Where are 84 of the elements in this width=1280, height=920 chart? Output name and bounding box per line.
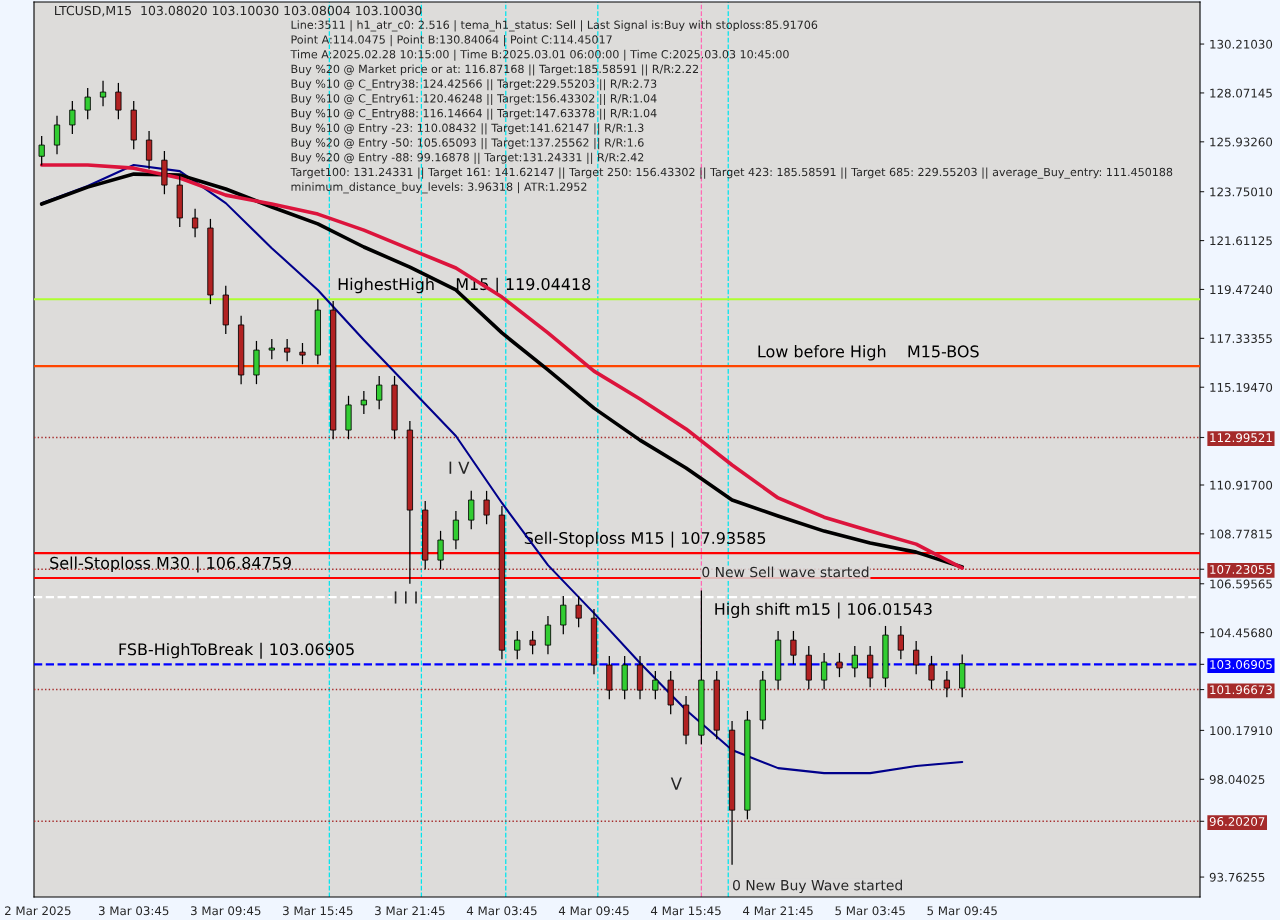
y-tick-label: 125.93260 [1210, 137, 1273, 147]
candlestick [928, 655, 935, 690]
x-tick-label: 5 Mar 03:45 [835, 906, 905, 916]
y-tick-label: 121.61125 [1210, 236, 1272, 246]
x-tick-label: 4 Mar 15:45 [650, 906, 721, 916]
ref-line-label: FSB-HighToBreak | 103.06905 [119, 642, 354, 659]
x-tick-label: 2 Mar 2025 [5, 906, 71, 916]
x-tick-label: 5 Mar 09:45 [927, 906, 997, 916]
y-tick-label: 96.20207 [1209, 817, 1265, 826]
candlestick [299, 342, 306, 365]
annotation: Buy %10 @ C_Entry61: 120.46248 || Target:156.43302 || R/R:1.04 [291, 93, 657, 106]
candlestick [821, 652, 828, 690]
candlestick [53, 115, 61, 155]
y-tick-label: 93.76255 [1209, 872, 1265, 882]
ref-line-label: Low before High M15-BOS [758, 345, 979, 361]
candlestick [468, 490, 475, 530]
candlestick [544, 615, 552, 655]
x-tick-label: 4 Mar 21:45 [743, 906, 813, 916]
candlestick [376, 375, 383, 410]
candlestick [145, 130, 153, 170]
y-tick-label: 106.59565 [1210, 579, 1272, 589]
candlestick [560, 595, 567, 635]
candlestick [284, 338, 291, 362]
y-tick-label: 100.17910 [1210, 726, 1273, 736]
ref-line-label: High shift m15 | 106.01543 [715, 602, 932, 619]
annotation: 0 New Buy Wave started [732, 879, 902, 894]
candlestick [514, 630, 521, 660]
y-tick-label: 107.23055 [1210, 564, 1272, 574]
candlestick [790, 630, 797, 665]
y-tick-label: 117.33355 [1210, 334, 1272, 343]
candlestick [652, 670, 659, 700]
annotation: I I I [394, 591, 417, 604]
x-tick-label: 4 Mar 09:45 [558, 906, 629, 916]
annotation: Buy %20 @ Market price or at: 116.87168 || Target:185.58591 || R/R:2.22 [291, 64, 699, 76]
candlestick [452, 510, 460, 550]
candlestick [851, 645, 858, 678]
candlestick [483, 490, 490, 525]
candlestick [84, 87, 91, 120]
annotation: Buy %10 @ C_Entry88: 116.14664 || Target:147.63378 || R/R:1.04 [291, 108, 657, 120]
y-tick-label: 119.47240 [1210, 285, 1273, 295]
candlestick [529, 630, 536, 655]
annotation: Buy %20 @ Entry -50: 105.65093 || Target:137.25562 || R/R:1.6 [291, 138, 644, 150]
x-tick-label: 4 Mar 03:45 [466, 906, 537, 916]
candlestick [575, 595, 582, 628]
candlestick [360, 390, 367, 415]
x-tick-label: 3 Mar 15:45 [283, 906, 353, 916]
candlestick [191, 208, 199, 238]
annotation: V [670, 777, 682, 790]
annotation: Point A:114.0475 | Point B:130.84064 | Point C:114.45017 [291, 35, 612, 47]
candlestick [69, 100, 76, 135]
candlestick [943, 670, 950, 698]
annotation: Buy %10 @ C_Entry38: 124.42566 || Target:229.55203 || R/R:2.73 [291, 79, 657, 91]
candlestick [38, 135, 45, 167]
candlestick [897, 625, 904, 660]
annotation: Buy %20 @ Entry -88: 99.16878 || Target:131.24331 || R/R:2.42 [291, 152, 644, 164]
annotation: Buy %10 @ Entry -23: 110.08432 || Target:141.62147 || R/R:1.3 [291, 123, 644, 135]
candlestick [268, 338, 275, 360]
candlestick [99, 80, 107, 107]
annotation: Time A:2025.02.28 10:15:00 | Time B:2025.03.01 06:00:00 | Time C:2025.03.03 10:45:00 [290, 49, 789, 61]
y-tick-label: 110.91700 [1210, 480, 1273, 490]
y-tick-label: 101.96673 [1210, 685, 1272, 695]
annotation: minimum_distance_buy_levels: 3.96318 | ATR:1.2952 [291, 182, 587, 194]
y-tick-label: 123.75010 [1210, 187, 1273, 197]
x-tick-label: 3 Mar 03:45 [98, 906, 169, 916]
x-tick-label: 3 Mar 21:45 [375, 906, 445, 916]
y-tick-label: 98.04025 [1209, 775, 1265, 784]
y-tick-label: 115.19470 [1210, 382, 1273, 392]
y-tick-label: 112.99521 [1210, 433, 1272, 443]
candlestick [867, 645, 874, 688]
candlestick [437, 530, 444, 570]
chart-title: LTCUSD,M15 103.08020 103.10030 103.08004 103.10030 [55, 5, 422, 17]
candlestick [115, 82, 122, 120]
candlestick [913, 640, 920, 675]
annotation: I V [449, 461, 470, 474]
y-tick-label: 103.06905 [1210, 660, 1272, 670]
candlestick [836, 652, 843, 678]
y-tick-label: 128.07145 [1210, 88, 1272, 98]
annotation: 0 New Sell wave started [702, 566, 869, 578]
y-tick-label: 108.77815 [1210, 529, 1272, 539]
annotation: Line:3511 | h1_atr_c0: 2.516 | tema_h1_status: Sell | Last Signal is:Buy with stoploss:85.91706 [291, 20, 818, 32]
ref-line-label: Sell-Stoploss M30 | 106.84759 [50, 556, 291, 573]
y-tick-label: 130.21030 [1210, 39, 1273, 49]
y-tick-label: 104.45680 [1210, 628, 1273, 638]
x-tick-label: 3 Mar 09:45 [191, 906, 261, 916]
